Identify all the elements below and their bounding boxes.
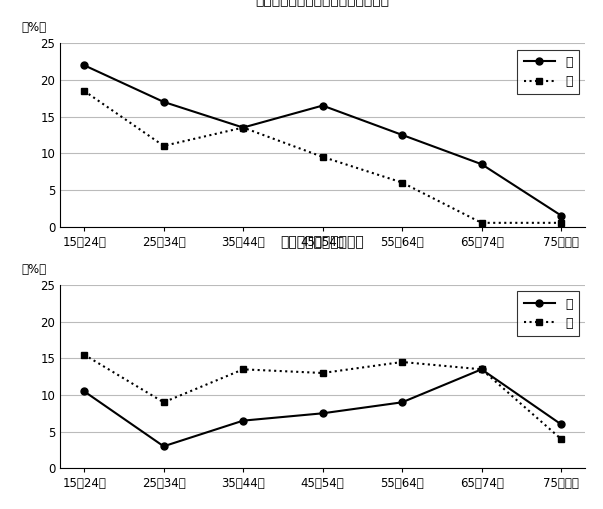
女 <box>399 359 406 365</box>
女 <box>239 125 247 131</box>
Line: 女: 女 <box>81 351 564 442</box>
Line: 男: 男 <box>81 62 564 219</box>
男 <box>557 421 564 428</box>
Title: 図２－６　芸術・文化: 図２－６ 芸術・文化 <box>281 235 364 249</box>
男 <box>399 399 406 405</box>
男 <box>239 417 247 423</box>
男 <box>81 62 88 68</box>
男 <box>557 212 564 218</box>
男 <box>160 443 167 449</box>
男 <box>319 410 326 416</box>
Legend: 男, 女: 男, 女 <box>517 291 579 336</box>
男 <box>478 366 485 373</box>
男 <box>478 161 485 167</box>
女 <box>319 154 326 160</box>
Text: （%）: （%） <box>21 263 46 276</box>
女 <box>557 220 564 226</box>
女 <box>319 370 326 376</box>
男 <box>81 388 88 394</box>
男 <box>239 125 247 131</box>
Text: （%）: （%） <box>21 21 46 34</box>
Line: 女: 女 <box>81 88 564 227</box>
女 <box>478 366 485 373</box>
女 <box>478 220 485 226</box>
女 <box>81 88 88 94</box>
男 <box>319 102 326 108</box>
Title: 図２－５　パソコンなどの情報処理: 図２－５ パソコンなどの情報処理 <box>256 0 390 7</box>
女 <box>160 143 167 149</box>
女 <box>239 366 247 373</box>
女 <box>81 352 88 358</box>
男 <box>399 132 406 138</box>
Legend: 男, 女: 男, 女 <box>517 49 579 94</box>
男 <box>160 99 167 105</box>
女 <box>557 436 564 442</box>
Line: 男: 男 <box>81 366 564 450</box>
女 <box>399 180 406 186</box>
女 <box>160 399 167 405</box>
